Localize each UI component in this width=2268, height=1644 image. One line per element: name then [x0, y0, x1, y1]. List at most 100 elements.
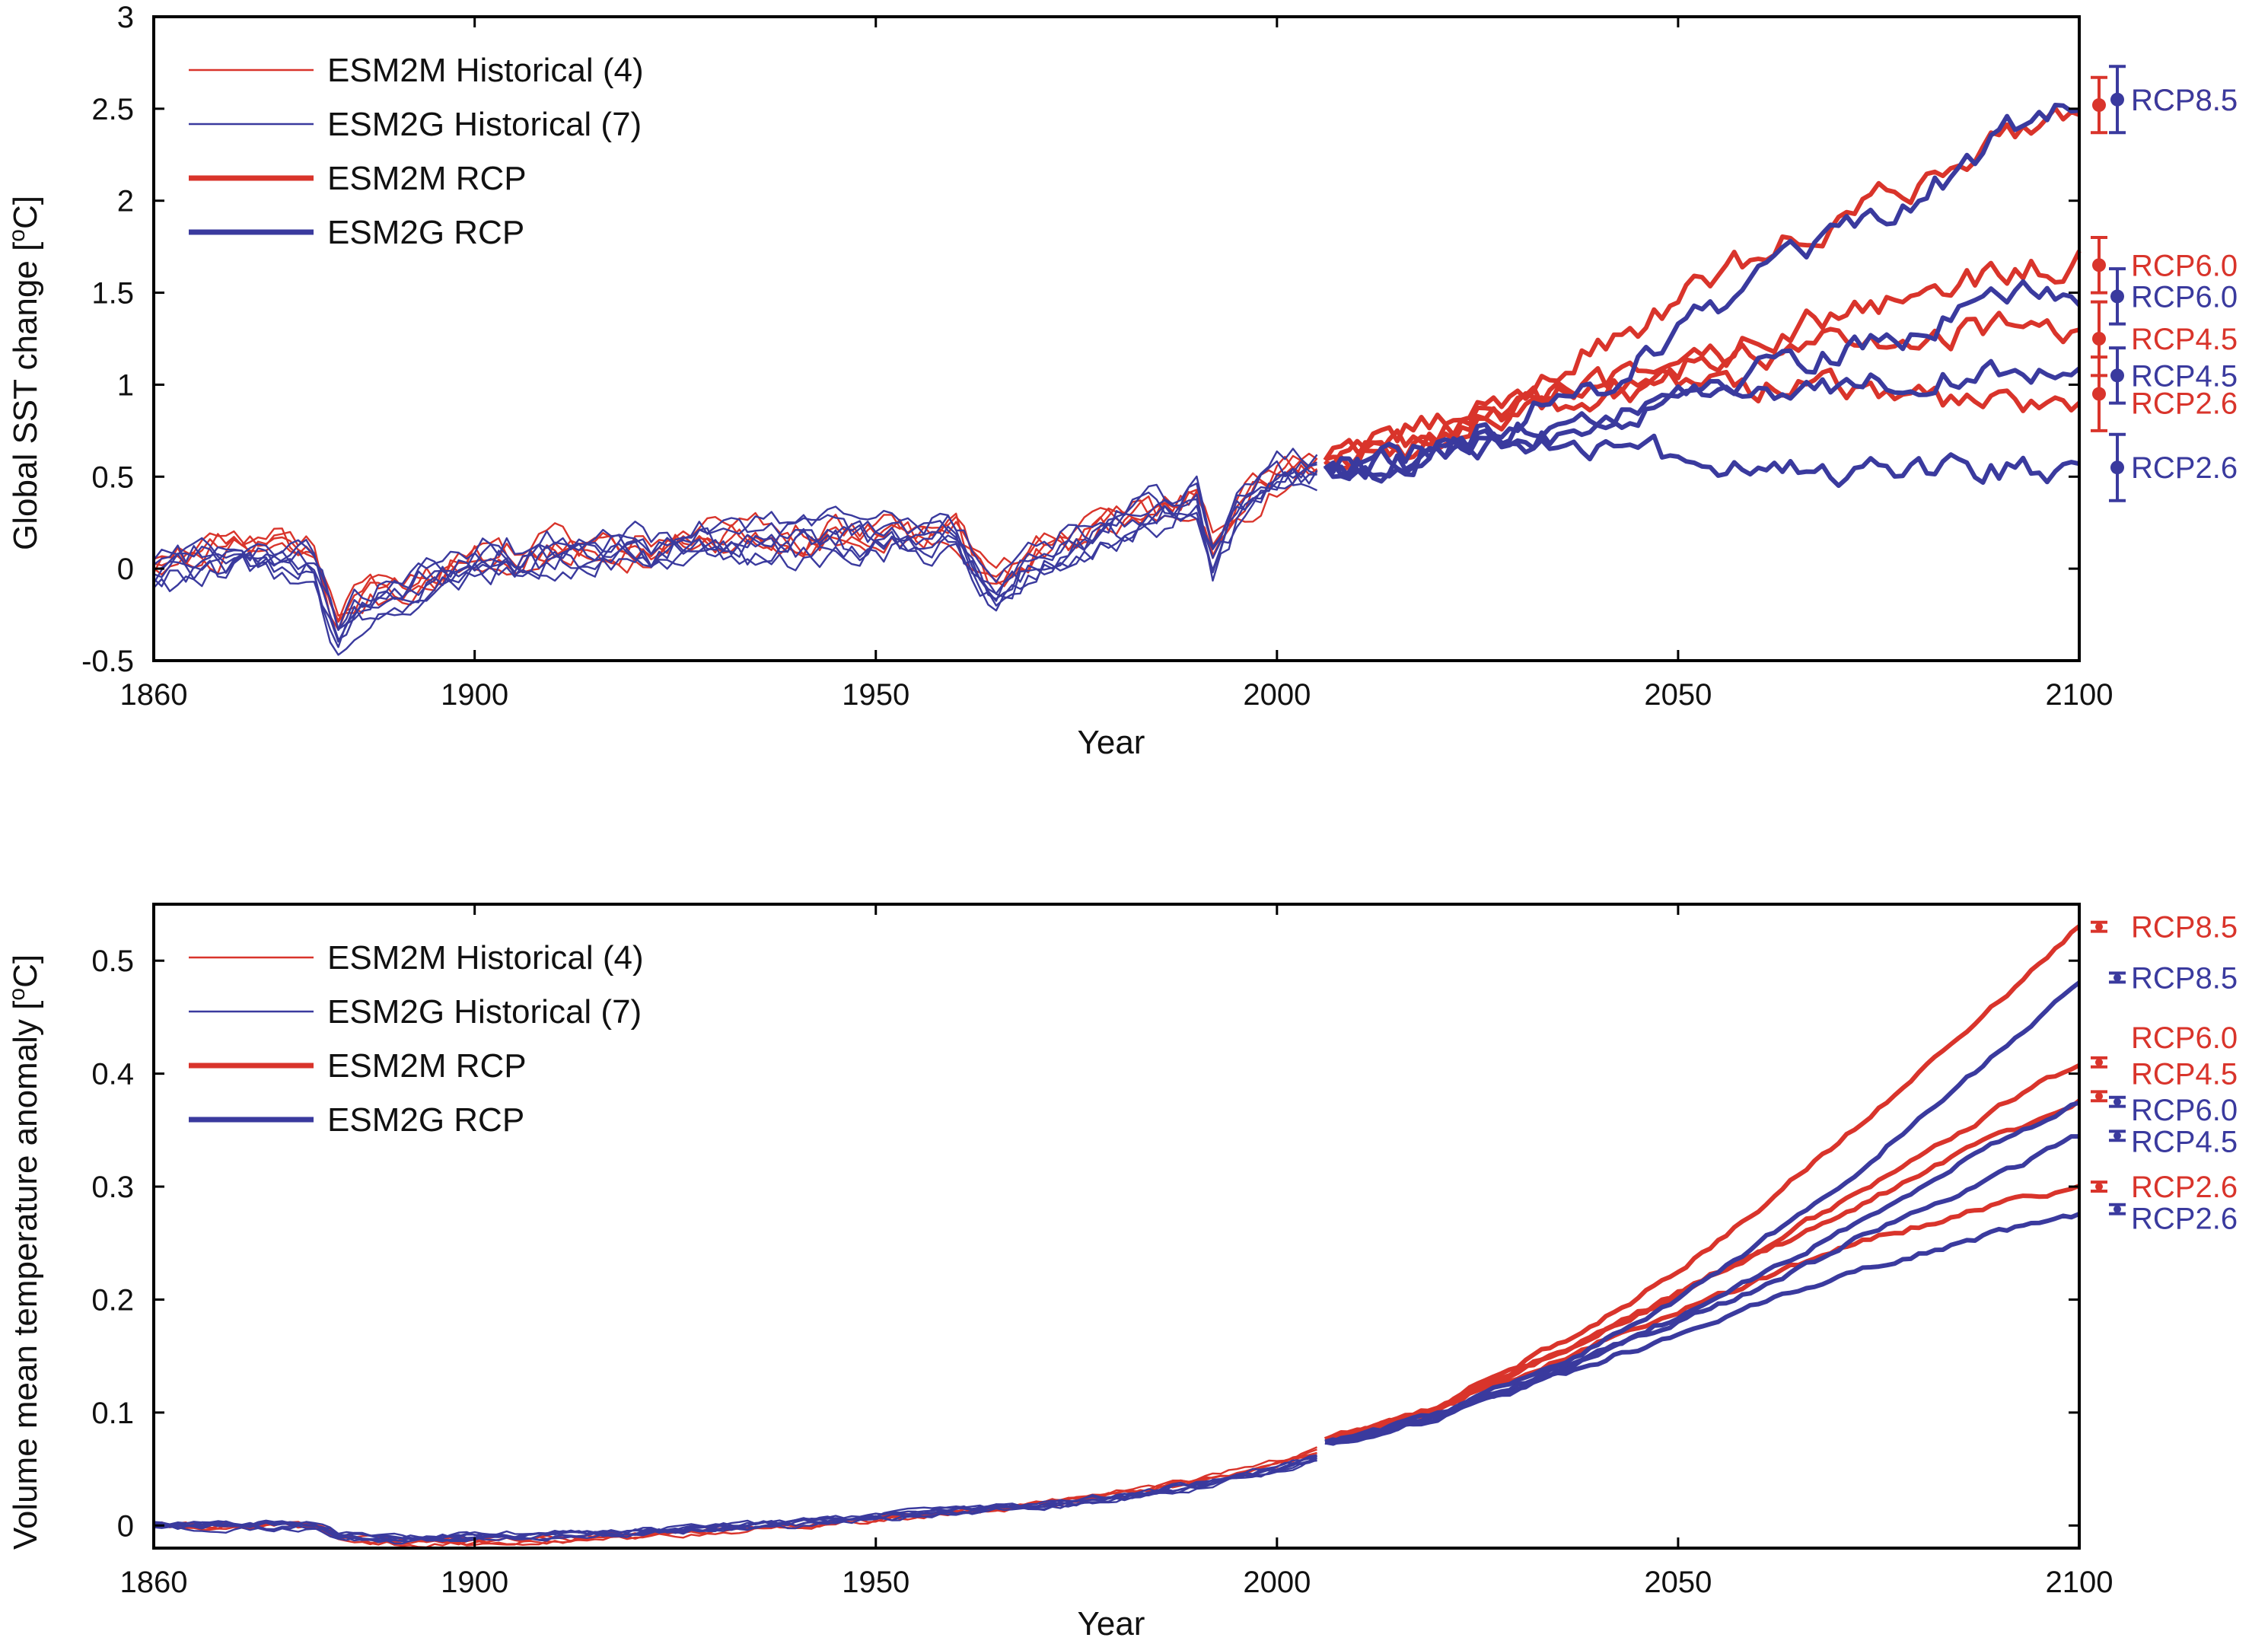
legend-label: ESM2G Historical (7)	[327, 993, 642, 1031]
panel-top-global-sst: Global SST change [oC] Year 1860 1900 1950…	[5, 1, 2238, 761]
endpoint-dot	[2095, 1183, 2103, 1191]
y-axis-label-main: Global SST change [	[7, 242, 44, 550]
series-line-esm2g-historical-run7	[153, 1457, 1317, 1540]
series-line-esm2m-rcp45	[1323, 311, 2080, 472]
scenario-label: RCP2.6	[2131, 1203, 2238, 1236]
scenario-label: RCP6.0	[2131, 1021, 2238, 1055]
y-tick-label: 0.2	[91, 1283, 134, 1317]
endpoint-dot	[2110, 368, 2124, 383]
y-axis: 0 0.1 0.2 0.3 0.4 0.5	[91, 945, 2079, 1543]
x-tick-label: 2000	[1243, 1566, 1311, 1599]
y-tick-label: 0.3	[91, 1171, 134, 1204]
scenario-label: RCP8.5	[2131, 911, 2238, 945]
endpoint-markers: RCP8.5RCP8.5RCP6.0RCP4.5RCP6.0RCP4.5RCP2…	[2091, 911, 2238, 1236]
endpoint-dot	[2092, 332, 2106, 346]
scenario-label: RCP2.6	[2131, 387, 2238, 421]
series-line-esm2g-historical-run1	[153, 470, 1318, 656]
series-line-esm2g-historical-run7	[153, 448, 1317, 632]
endpoint-dot	[2110, 289, 2124, 304]
y-axis-label-unit: C]	[7, 196, 44, 229]
y-tick-label: 1.5	[91, 277, 134, 311]
y-tick-label: 3	[117, 1, 134, 34]
endpoint-dot	[2110, 92, 2124, 107]
endpoint-dot	[2095, 1058, 2103, 1066]
scenario-label: RCP4.5	[2131, 359, 2238, 393]
legend: ESM2M Historical (4) ESM2G Historical (7)…	[189, 939, 644, 1139]
series-line-esm2m-historical-run3	[153, 454, 1318, 623]
series-line-esm2g-rcp60	[1325, 279, 2082, 484]
series-line-esm2g-rcp26	[1323, 431, 2080, 489]
endpoint-dot	[2114, 1205, 2121, 1213]
series-line-esm2g-historical-run4	[153, 461, 1317, 648]
scenario-label: RCP6.0	[2131, 249, 2238, 282]
y-axis-label: Volume mean temperature anomaly [oC]	[5, 954, 45, 1550]
scenario-label: RCP8.5	[2131, 961, 2238, 995]
series-line-esm2g-historical-run3	[153, 471, 1318, 641]
series-line-esm2m-historical-run4	[153, 452, 1318, 623]
series-line-esm2g-rcp85	[1324, 103, 2080, 479]
endpoint-dot	[2110, 460, 2124, 475]
x-tick-label: 1860	[120, 678, 188, 712]
x-tick-label: 1860	[120, 1566, 188, 1599]
panel-bottom-volume-mean: Volume mean temperature anomaly [oC] Yea…	[5, 903, 2238, 1642]
series-line-esm2g-historical-run5	[153, 460, 1317, 631]
y-tick-label: 1	[117, 368, 134, 402]
endpoint-dot	[2114, 973, 2121, 982]
data-lines	[152, 103, 2082, 656]
x-axis-label: Year	[1078, 1605, 1145, 1642]
x-tick-label: 1900	[441, 1566, 508, 1599]
series-line-esm2g-rcp45	[1324, 1134, 2079, 1446]
scenario-label: RCP4.5	[2131, 1058, 2238, 1091]
series-line-esm2m-rcp26	[1324, 1184, 2081, 1442]
scenario-label: RCP2.6	[2131, 1171, 2238, 1204]
y-axis-label-main: Volume mean temperature anomaly [	[7, 1001, 44, 1550]
legend-label: ESM2G RCP	[327, 1101, 524, 1139]
y-tick-label: 0.5	[91, 945, 134, 978]
endpoint-dot	[2095, 1092, 2103, 1101]
series-line-esm2g-rcp26	[1324, 1212, 2081, 1445]
y-axis-label-sup: o	[5, 229, 30, 242]
x-tick-label: 1950	[842, 678, 909, 712]
legend-label: ESM2G Historical (7)	[327, 106, 642, 143]
scenario-label: RCP4.5	[2131, 1126, 2238, 1159]
x-axis-label: Year	[1078, 724, 1145, 761]
series-line-esm2g-rcp60	[1324, 1100, 2080, 1445]
x-axis: 1860 1900 1950 2000 2050 2100	[120, 17, 2114, 712]
x-tick-label: 2000	[1243, 678, 1311, 712]
legend-label: ESM2M Historical (4)	[327, 52, 644, 89]
y-tick-label: 0	[117, 553, 134, 586]
scenario-label: RCP6.0	[2131, 280, 2238, 314]
endpoint-dot	[2095, 922, 2103, 931]
y-tick-label: 2	[117, 185, 134, 218]
y-tick-label: -0.5	[81, 645, 134, 678]
series-line-esm2g-historical-run6	[153, 454, 1318, 631]
series-line-esm2m-rcp85	[1324, 106, 2081, 469]
y-axis: -0.5 0 0.5 1 1.5 2 2.5 3	[81, 1, 2079, 678]
series-line-esm2m-rcp26	[1323, 367, 2082, 462]
series-line-esm2m-historical-run1	[153, 1454, 1317, 1549]
y-tick-label: 2.5	[91, 93, 134, 126]
scenario-label: RCP4.5	[2131, 323, 2238, 356]
series-line-esm2m-rcp85	[1324, 924, 2081, 1442]
y-tick-label: 0.5	[91, 460, 134, 494]
endpoint-dot	[2092, 98, 2106, 113]
x-tick-label: 2100	[2046, 678, 2114, 712]
endpoint-dot	[2092, 387, 2106, 401]
y-axis-label-sup: o	[5, 988, 30, 1001]
legend-label: ESM2M RCP	[327, 1047, 527, 1085]
y-tick-label: 0	[117, 1509, 134, 1543]
x-axis: 1860 1900 1950 2000 2050 2100	[120, 904, 2113, 1599]
x-tick-label: 2050	[1644, 1566, 1712, 1599]
x-tick-label: 2050	[1644, 678, 1712, 712]
x-tick-label: 1950	[842, 1566, 909, 1599]
legend-label: ESM2M Historical (4)	[327, 939, 644, 977]
y-axis-label: Global SST change [oC]	[5, 196, 45, 550]
endpoint-markers: RCP8.5RCP8.5RCP6.0RCP6.0RCP4.5RCP4.5RCP2…	[2091, 65, 2238, 502]
data-lines	[153, 924, 2081, 1549]
x-tick-label: 1900	[441, 678, 508, 712]
series-line-esm2m-rcp60	[1324, 250, 2082, 468]
endpoint-dot	[2092, 258, 2106, 272]
y-axis-label-unit: C]	[7, 954, 44, 988]
series-line-esm2m-rcp45	[1324, 1098, 2081, 1442]
